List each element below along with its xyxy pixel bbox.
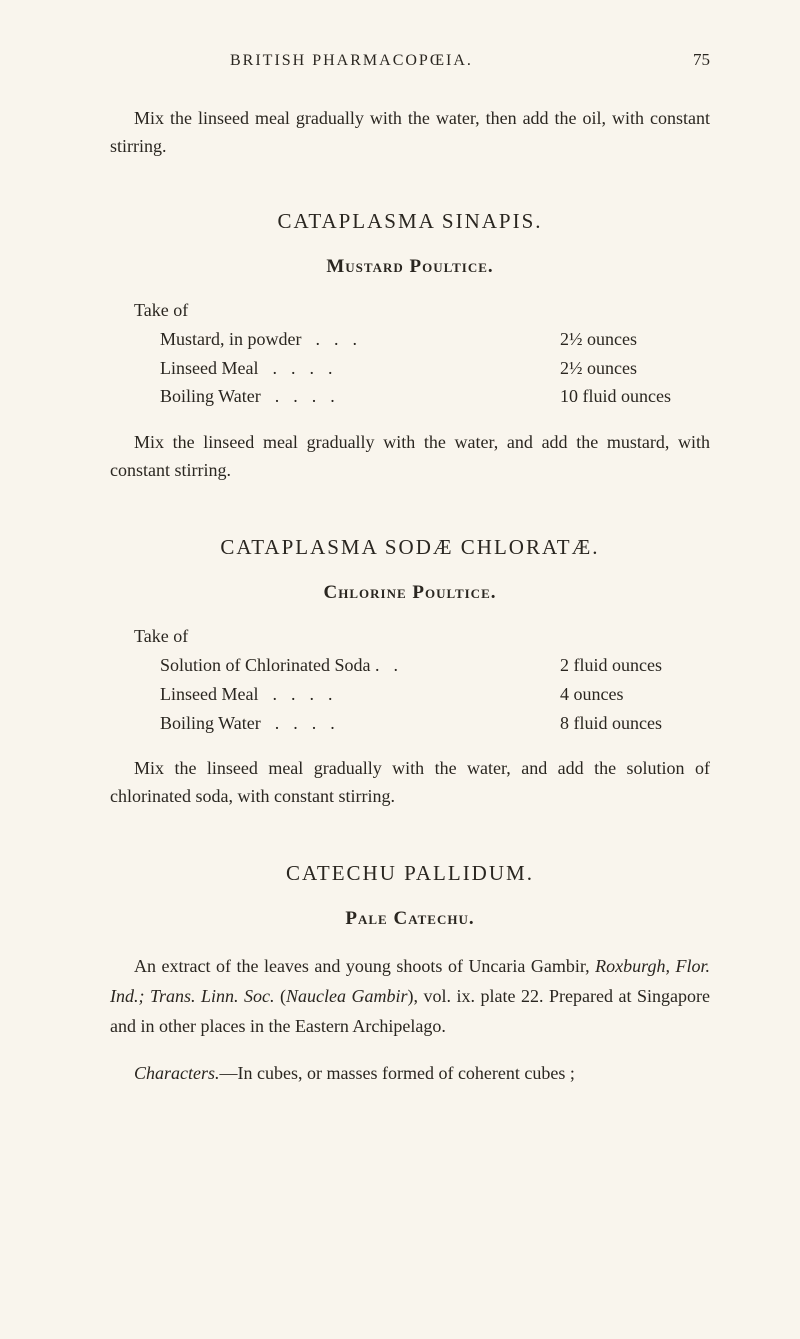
ingredient-amount: 10 fluid ounces xyxy=(560,382,710,411)
page-number: 75 xyxy=(693,50,710,70)
ingredient-name: Boiling Water xyxy=(160,709,261,738)
ingredient-dots: .... xyxy=(261,382,560,411)
take-of-label: Take of xyxy=(134,300,710,321)
section-title-catechu: CATECHU PALLIDUM. xyxy=(110,861,710,886)
ingredient-dots: . xyxy=(380,651,561,680)
ingredients-list: Solution of Chlorinated Soda . . 2 fluid… xyxy=(160,651,710,737)
ingredient-dots: ... xyxy=(301,325,560,354)
subsection-title-pale-catechu: Pale Catechu. xyxy=(110,908,710,930)
ingredient-name: Linseed Meal xyxy=(160,680,258,709)
ingredient-amount: 2 fluid ounces xyxy=(560,651,710,680)
characters-text: —In cubes, or masses formed of coherent … xyxy=(220,1063,575,1083)
instruction-text: Mix the linseed meal gradually with the … xyxy=(110,429,710,485)
ingredient-row: Linseed Meal .... 2½ ounces xyxy=(160,354,710,383)
ingredients-list: Mustard, in powder ... 2½ ounces Linseed… xyxy=(160,325,710,411)
ingredient-name: Mustard, in powder xyxy=(160,325,301,354)
ingredient-dots: .... xyxy=(258,680,560,709)
catechu-text: ( xyxy=(275,986,287,1006)
take-of-label: Take of xyxy=(134,626,710,647)
ingredient-row: Mustard, in powder ... 2½ ounces xyxy=(160,325,710,354)
ingredient-dots: .... xyxy=(258,354,560,383)
ingredient-amount: 2½ ounces xyxy=(560,325,710,354)
ingredient-name: Boiling Water xyxy=(160,382,261,411)
subsection-title-chlorine: Chlorine Poultice. xyxy=(110,582,710,604)
ingredient-row: Linseed Meal .... 4 ounces xyxy=(160,680,710,709)
catechu-text: An extract of the leaves and young shoot… xyxy=(134,956,595,976)
instruction-text: Mix the linseed meal gradually with the … xyxy=(110,755,710,811)
ingredient-dots: .... xyxy=(261,709,560,738)
ingredient-amount: 4 ounces xyxy=(560,680,710,709)
page-header: BRITISH PHARMACOPŒIA. 75 xyxy=(110,50,710,70)
intro-paragraph: Mix the linseed meal gradually with the … xyxy=(110,105,710,161)
ingredient-amount: 8 fluid ounces xyxy=(560,709,710,738)
ingredient-name: Linseed Meal xyxy=(160,354,258,383)
characters-label: Characters. xyxy=(134,1063,220,1083)
ingredient-row: Solution of Chlorinated Soda . . 2 fluid… xyxy=(160,651,710,680)
ingredient-amount: 2½ ounces xyxy=(560,354,710,383)
ingredient-name: Solution of Chlorinated Soda . xyxy=(160,651,380,680)
ingredient-row: Boiling Water .... 8 fluid ounces xyxy=(160,709,710,738)
section-title-sinapis: CATAPLASMA SINAPIS. xyxy=(110,209,710,234)
catechu-italic: Nauclea Gambir xyxy=(286,986,408,1006)
section-title-sodae: CATAPLASMA SODÆ CHLORATÆ. xyxy=(110,535,710,560)
catechu-body: An extract of the leaves and young shoot… xyxy=(110,952,710,1041)
ingredient-row: Boiling Water .... 10 fluid ounces xyxy=(160,382,710,411)
subsection-title-mustard: Mustard Poultice. xyxy=(110,256,710,278)
characters-paragraph: Characters.—In cubes, or masses formed o… xyxy=(110,1059,710,1088)
running-title: BRITISH PHARMACOPŒIA. xyxy=(230,52,473,70)
